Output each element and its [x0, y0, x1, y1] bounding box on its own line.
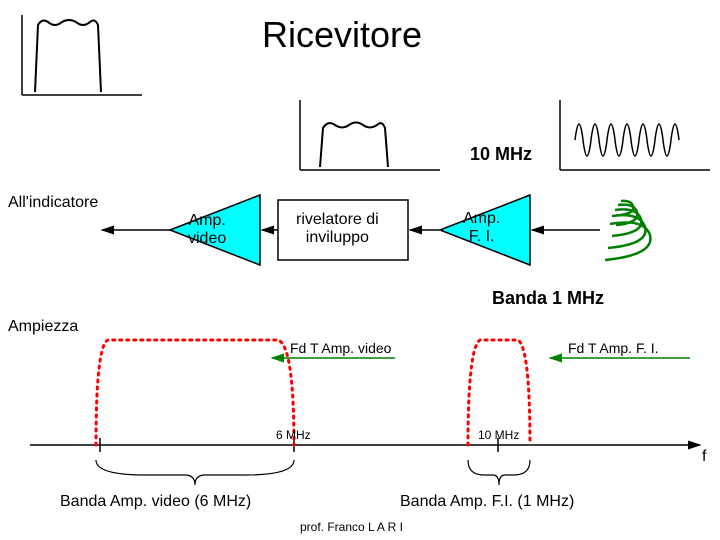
banda-1mhz-label: Banda 1 MHz — [492, 288, 604, 309]
amp-fi-line2: F. I. — [463, 228, 500, 246]
amp-fi-label: Amp. F. I. — [463, 210, 500, 247]
env-detector-label: rivelatore di inviluppo — [296, 211, 379, 248]
amp-video-line1: Amp. — [188, 212, 226, 230]
amp-video-line2: video — [188, 230, 226, 248]
band-fi-label: Banda Amp. F.I. (1 MHz) — [400, 493, 574, 511]
tick-6mhz-label: 6 MHz — [276, 428, 311, 442]
amp-fi-line1: Amp. — [463, 210, 500, 228]
fdt-video-label: Fd T Amp. video — [290, 340, 391, 356]
ampiezza-label: Ampiezza — [8, 318, 78, 336]
waveform-pulse-2 — [300, 100, 440, 170]
waveform-sine — [560, 100, 710, 170]
amp-video-label: Amp. video — [188, 212, 226, 249]
band-video-label: Banda Amp. video (6 MHz) — [60, 493, 251, 511]
freq-10mhz-label: 10 MHz — [470, 144, 532, 165]
footer-credit: prof. Franco L A R I — [300, 520, 403, 534]
tick-10mhz-label: 10 MHz — [478, 428, 519, 442]
antenna-icon — [605, 201, 650, 260]
page-title: Ricevitore — [262, 14, 422, 56]
env-detector-line2: inviluppo — [296, 229, 379, 247]
brace-video — [96, 460, 294, 485]
brace-fi — [468, 460, 530, 485]
diagram-canvas — [0, 0, 720, 540]
fdt-video-curve — [96, 340, 294, 445]
indicator-label: All'indicatore — [8, 194, 98, 212]
f-axis-label: f — [702, 448, 706, 466]
env-detector-line1: rivelatore di — [296, 211, 379, 229]
waveform-pulse-1 — [22, 15, 142, 95]
fdt-fi-label: Fd T Amp. F. I. — [568, 340, 659, 356]
